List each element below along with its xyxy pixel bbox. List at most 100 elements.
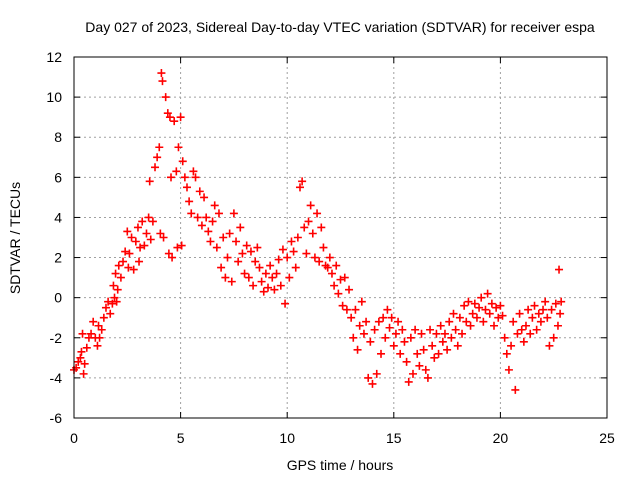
data-point-marker [104,297,113,306]
data-point-marker [77,347,86,356]
data-point-marker [140,241,149,250]
data-point-marker [291,263,300,272]
data-point-marker [547,305,556,314]
data-point-marker [440,329,449,338]
data-point-marker [415,361,424,370]
data-point-marker [72,363,81,372]
data-point-marker [212,243,221,252]
data-point-marker [490,321,499,330]
data-point-marker [129,265,138,274]
data-point-marker [445,317,454,326]
data-point-marker [191,173,200,182]
data-point-marker [487,299,496,308]
data-point-marker [310,253,319,262]
data-point-marker [214,209,223,218]
data-point-marker [306,201,315,210]
data-point-marker [338,301,347,310]
data-point-marker [274,255,283,264]
data-point-marker [355,321,364,330]
data-point-marker [507,341,516,350]
data-point-marker [131,237,140,246]
data-point-marker [101,303,110,312]
data-point-marker [221,273,230,282]
data-point-marker [534,309,543,318]
data-point-marker [526,329,535,338]
chart-title: Day 027 of 2023, Sidereal Day-to-day VTE… [85,19,595,35]
data-point-marker [251,257,260,266]
data-point-marker [362,317,371,326]
data-point-marker [255,263,264,272]
y-tick-label: -4 [50,370,63,386]
x-tick-label: 25 [599,430,615,446]
data-point-marker [466,321,475,330]
data-point-marker [127,233,136,242]
data-point-marker [443,345,452,354]
data-point-marker [110,293,119,302]
data-point-marker [108,299,117,308]
data-point-marker [142,229,151,238]
data-point-marker [451,325,460,334]
data-point-marker [148,217,157,226]
data-point-marker [195,187,204,196]
y-tick-labels: -6 -4 -2 0 2 4 6 8 10 12 [46,49,62,426]
data-point-marker [530,301,539,310]
data-point-marker [498,311,507,320]
data-point-marker [217,263,226,272]
data-point-marker [187,209,196,218]
data-point-marker [374,317,383,326]
data-point-marker [97,325,106,334]
data-point-marker [557,297,566,306]
data-point-marker [509,317,518,326]
data-point-marker [158,77,167,86]
data-point-marker [460,301,469,310]
data-point-marker [285,273,294,282]
data-point-marker [502,349,511,358]
data-point-marker [261,269,270,278]
data-point-marker [426,325,435,334]
data-point-marker [387,313,396,322]
data-point-marker [336,275,345,284]
data-point-marker [368,379,377,388]
y-axis-title: SDTVAR / TECUs [7,182,23,294]
data-point-marker [528,313,537,322]
data-point-marker [124,263,133,272]
data-point-marker [172,167,181,176]
data-point-marker [372,369,381,378]
data-point-marker [145,177,154,186]
x-tick-label: 20 [493,430,509,446]
data-point-marker [468,309,477,318]
data-point-marker [253,243,262,252]
data-point-marker [293,233,302,242]
data-point-marker [347,313,356,322]
data-point-marker [170,117,179,126]
data-point-marker [76,353,85,362]
data-point-marker [551,299,560,308]
data-point-marker [327,269,336,278]
data-point-marker [94,321,103,330]
data-point-marker [423,373,432,382]
data-point-marker [82,343,91,352]
data-point-marker [330,281,339,290]
data-point-marker [556,309,565,318]
data-point-marker [164,249,173,258]
data-point-marker [323,263,332,272]
data-point-marker [78,329,87,338]
data-point-marker [79,369,88,378]
data-point-marker [383,305,392,314]
data-point-marker [453,341,462,350]
data-point-marker [87,329,96,338]
data-point-marker [240,269,249,278]
data-point-marker [151,163,160,172]
data-point-marker [300,223,309,232]
data-point-marker [470,299,479,308]
data-point-marker [389,341,398,350]
y-tick-label: 4 [54,209,62,225]
data-point-marker [177,241,186,250]
data-point-marker [513,329,522,338]
data-point-marker [281,299,290,308]
data-point-marker [400,337,409,346]
data-point-marker [287,237,296,246]
data-point-marker [366,337,375,346]
y-tick-label: 6 [54,169,62,185]
